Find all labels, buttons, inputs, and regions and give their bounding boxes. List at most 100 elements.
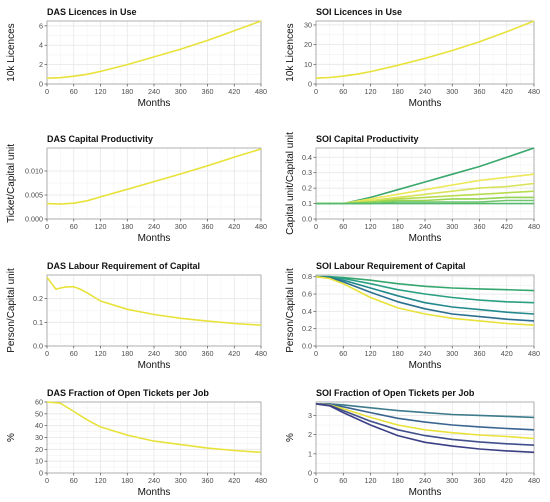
chart-panel-das-labour-requirement: 0 60 120 180 240 300 360 420 480 0.0 0.1 0.2 DAS Lab…	[6, 261, 267, 371]
y-tick-label: 0.0	[302, 342, 312, 351]
y-axis-label: 10k Licences	[285, 23, 296, 81]
y-tick-label: 0	[39, 469, 43, 478]
x-tick-label: 360	[202, 222, 214, 231]
x-tick-label: 360	[474, 87, 486, 96]
x-tick-label: 60	[339, 349, 347, 358]
y-tick-label: 6	[39, 21, 43, 30]
series-line-3	[315, 403, 535, 440]
x-tick-label: 120	[365, 349, 377, 358]
y-tick-label: 0.4	[302, 153, 312, 162]
chart-title: DAS Labour Requirement of Capital	[47, 261, 200, 271]
x-tick-label: 480	[255, 476, 267, 485]
x-tick-label: 180	[121, 476, 133, 485]
y-axis-label: %	[285, 433, 296, 442]
x-axis-label: Months	[138, 360, 171, 371]
x-tick-label: 420	[501, 87, 513, 96]
x-tick-label: 300	[175, 476, 187, 485]
chart-panel-das-fraction-open-tickets: 0 60 120 180 240 300 360 420 480 0 10 20 30 40 50 60 DAS…	[6, 388, 267, 498]
x-tick-label: 0	[314, 222, 318, 231]
y-axis-label: Ticket/Capital unit	[6, 144, 17, 223]
x-tick-label: 120	[365, 87, 377, 96]
series-line-1	[46, 401, 262, 454]
x-tick-label: 240	[148, 349, 160, 358]
y-tick-label: 0.8	[302, 272, 312, 281]
x-tick-label: 480	[528, 222, 540, 231]
x-tick-label: 300	[175, 87, 187, 96]
x-tick-label: 420	[501, 476, 513, 485]
y-tick-label: 0.2	[302, 184, 312, 193]
x-tick-label: 240	[419, 87, 431, 96]
x-tick-label: 480	[255, 222, 267, 231]
y-tick-label: 2	[39, 60, 43, 69]
y-tick-label: 0	[308, 80, 312, 89]
x-tick-label: 360	[474, 349, 486, 358]
x-tick-label: 0	[45, 476, 49, 485]
x-tick-label: 420	[501, 349, 513, 358]
y-tick-label: 20	[35, 445, 43, 454]
x-tick-label: 480	[255, 87, 267, 96]
chart-title: DAS Capital Productivity	[47, 134, 153, 144]
y-tick-label: 10	[35, 457, 43, 466]
chart-title: SOI Capital Productivity	[316, 134, 419, 144]
x-tick-label: 420	[228, 87, 240, 96]
y-tick-label: 0.2	[33, 294, 43, 303]
chart-panel-soi-fraction-open-tickets: 0 60 120 180 240 300 360 420 480 0 1 2 3 SOI Fraction…	[285, 388, 540, 498]
y-axis-label: Capital unit/Capital unit	[285, 132, 296, 235]
x-tick-label: 120	[365, 222, 377, 231]
x-tick-label: 180	[121, 87, 133, 96]
x-tick-label: 360	[202, 476, 214, 485]
x-tick-label: 420	[228, 349, 240, 358]
x-tick-label: 120	[95, 349, 107, 358]
chart-panel-soi-labour-requirement: 0 60 120 180 240 300 360 420 480 0.0 0.2 0.4 0.6 0.8 S…	[285, 261, 540, 371]
x-tick-label: 360	[474, 476, 486, 485]
x-tick-label: 240	[419, 349, 431, 358]
x-axis-label: Months	[409, 487, 442, 498]
x-tick-label: 420	[501, 222, 513, 231]
x-tick-label: 420	[228, 476, 240, 485]
x-axis-label: Months	[409, 98, 442, 109]
series-line-5	[315, 275, 535, 326]
y-axis-label: Person/Capital unit	[285, 268, 296, 353]
y-tick-label: 0.4	[302, 307, 312, 316]
x-tick-label: 60	[339, 87, 347, 96]
series-line-3	[315, 275, 535, 315]
x-tick-label: 180	[392, 222, 404, 231]
chart-panel-soi-licences: 0 60 120 180 240 300 360 420 480 0 10 20 30 SOI Licen…	[285, 7, 540, 109]
chart-title: DAS Fraction of Open Tickets per Job	[47, 388, 209, 398]
x-axis-label: Months	[409, 360, 442, 371]
y-tick-label: 60	[35, 398, 43, 407]
x-tick-label: 0	[314, 349, 318, 358]
x-tick-label: 60	[70, 476, 78, 485]
y-axis-label: 10k Licences	[6, 23, 17, 81]
series-line-1	[46, 20, 262, 79]
y-tick-label: 0.1	[302, 199, 312, 208]
y-tick-label: 0.005	[25, 191, 43, 200]
grid	[46, 21, 262, 85]
x-tick-label: 60	[70, 349, 78, 358]
chart-title: SOI Fraction of Open Tickets per Job	[316, 388, 475, 398]
x-tick-label: 480	[528, 87, 540, 96]
x-tick-label: 180	[121, 222, 133, 231]
y-tick-label: 40	[35, 421, 43, 430]
y-tick-label: 0.2	[302, 324, 312, 333]
y-tick-label: 30	[304, 20, 312, 29]
grid	[46, 401, 262, 474]
series-line-1	[315, 20, 535, 79]
y-axis-label: %	[6, 433, 17, 442]
x-tick-label: 480	[255, 349, 267, 358]
x-tick-label: 0	[45, 222, 49, 231]
y-tick-label: 0.1	[33, 318, 43, 327]
x-tick-label: 480	[528, 476, 540, 485]
y-tick-label: 0.3	[302, 168, 312, 177]
y-tick-label: 1	[308, 449, 312, 458]
x-tick-label: 240	[419, 476, 431, 485]
y-tick-label: 2	[308, 430, 312, 439]
y-tick-label: 10	[304, 60, 312, 69]
y-tick-label: 0.0	[302, 215, 312, 224]
x-tick-label: 0	[45, 87, 49, 96]
chart-panel-soi-capital-productivity: 0 60 120 180 240 300 360 420 480 0.0 0.1 0.2 0.3 0.4 S…	[285, 132, 540, 244]
y-tick-label: 30	[35, 433, 43, 442]
series-line-5	[315, 403, 535, 454]
grid	[46, 275, 262, 347]
